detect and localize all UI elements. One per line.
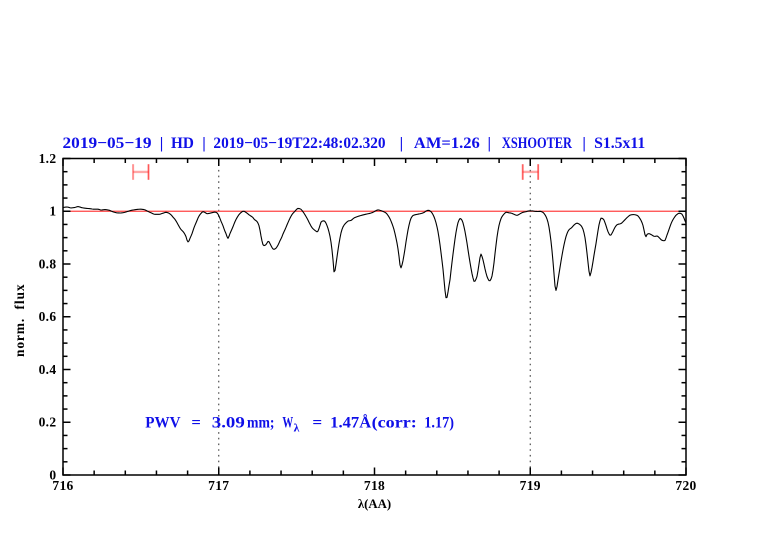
svg-text:|: | [202, 135, 206, 152]
svg-text:|: | [488, 135, 492, 152]
svg-text:W: W [282, 415, 293, 432]
svg-text:720: 720 [675, 478, 696, 493]
svg-text:717: 717 [208, 478, 229, 493]
svg-text:(corr:: (corr: [372, 415, 417, 432]
svg-text:0: 0 [49, 467, 56, 482]
svg-text:0.8: 0.8 [39, 256, 57, 271]
svg-text:716: 716 [52, 478, 73, 493]
svg-text:λ: λ [294, 421, 300, 434]
svg-text:2019−05−19T22:48:02.320: 2019−05−19T22:48:02.320 [213, 135, 385, 152]
svg-text:3.09: 3.09 [212, 415, 245, 432]
svg-text:|: | [582, 135, 586, 152]
svg-text:norm. flux: norm. flux [12, 284, 27, 357]
svg-text:=: = [191, 415, 201, 432]
svg-text:AM=1.26: AM=1.26 [414, 135, 480, 152]
svg-text:718: 718 [364, 478, 385, 493]
svg-text:XSHOOTER: XSHOOTER [502, 135, 572, 152]
svg-text:2019−05−19: 2019−05−19 [63, 135, 152, 152]
svg-text:mm;: mm; [247, 415, 275, 432]
svg-text:0.4: 0.4 [39, 362, 57, 377]
svg-text:|: | [400, 135, 404, 152]
svg-text:=: = [312, 415, 322, 432]
svg-text:1.17): 1.17) [424, 415, 454, 432]
svg-text:1: 1 [49, 204, 56, 219]
svg-text:719: 719 [520, 478, 541, 493]
svg-text:1.47Å: 1.47Å [330, 415, 372, 432]
svg-text:HD: HD [171, 135, 194, 152]
svg-text:|: | [160, 135, 164, 152]
svg-text:PWV: PWV [145, 415, 181, 432]
svg-text:S1.5x11: S1.5x11 [594, 135, 645, 152]
svg-text:0.6: 0.6 [39, 309, 57, 324]
svg-text:λ(AA): λ(AA) [358, 497, 391, 511]
svg-text:1.2: 1.2 [39, 151, 57, 166]
svg-text:0.2: 0.2 [39, 415, 57, 430]
